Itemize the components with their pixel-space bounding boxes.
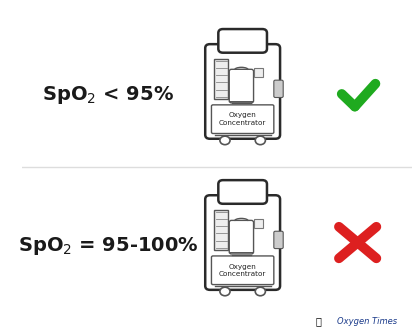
- FancyBboxPatch shape: [229, 69, 254, 103]
- Text: Oxygen Times: Oxygen Times: [337, 317, 398, 326]
- FancyBboxPatch shape: [212, 256, 274, 285]
- FancyBboxPatch shape: [212, 105, 274, 134]
- Circle shape: [220, 136, 230, 145]
- Text: SpO$_2$ = 95-100%: SpO$_2$ = 95-100%: [18, 235, 198, 257]
- Circle shape: [255, 287, 266, 296]
- Text: Oxygen
Concentrator: Oxygen Concentrator: [219, 113, 266, 126]
- FancyBboxPatch shape: [254, 68, 263, 77]
- Bar: [276, 232, 282, 247]
- FancyBboxPatch shape: [214, 210, 228, 250]
- FancyBboxPatch shape: [254, 219, 263, 228]
- FancyBboxPatch shape: [205, 44, 280, 139]
- FancyBboxPatch shape: [218, 29, 267, 53]
- Text: 🔵: 🔵: [316, 316, 322, 326]
- FancyBboxPatch shape: [205, 195, 280, 290]
- FancyBboxPatch shape: [274, 231, 283, 248]
- Circle shape: [255, 136, 266, 145]
- FancyBboxPatch shape: [229, 220, 254, 254]
- FancyBboxPatch shape: [214, 59, 228, 99]
- Text: SpO$_2$ < 95%: SpO$_2$ < 95%: [42, 84, 174, 106]
- FancyBboxPatch shape: [274, 80, 283, 98]
- FancyBboxPatch shape: [218, 180, 267, 204]
- Text: Oxygen
Concentrator: Oxygen Concentrator: [219, 264, 266, 277]
- Circle shape: [220, 287, 230, 296]
- Bar: [276, 81, 282, 96]
